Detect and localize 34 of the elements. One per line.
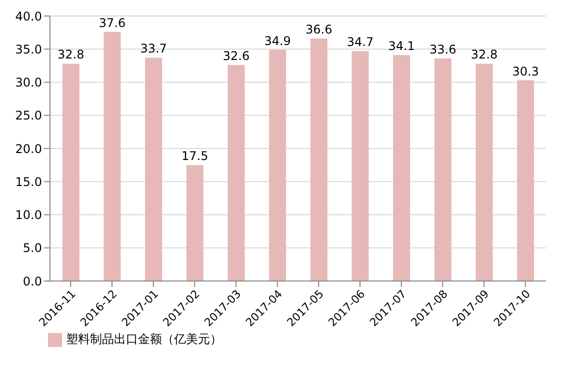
data-label: 34.9 (264, 34, 291, 48)
data-label: 32.8 (58, 48, 84, 62)
data-label: 34.7 (346, 35, 374, 50)
bar (476, 64, 493, 281)
data-label: 32.8 (470, 48, 498, 62)
bar (62, 64, 80, 281)
bar (517, 80, 534, 281)
y-tick-label: 5.0 (22, 241, 42, 256)
bar (434, 58, 452, 281)
data-label: 34.1 (388, 39, 415, 54)
y-tick-label: 25.0 (15, 108, 42, 123)
bar (104, 32, 121, 281)
bar (352, 51, 369, 281)
data-label: 33.7 (140, 42, 167, 56)
y-tick-label: 35.0 (15, 42, 42, 56)
y-tick-label: 20.0 (15, 142, 42, 156)
y-tick-label: 10.0 (15, 208, 42, 222)
y-tick-label: 40.0 (15, 9, 42, 24)
data-label: 36.6 (306, 22, 332, 37)
y-tick-label: 30.0 (15, 76, 42, 90)
data-label: 30.3 (512, 64, 539, 78)
data-label: 37.6 (98, 16, 126, 30)
bar (145, 58, 162, 281)
data-label: 32.6 (222, 49, 250, 64)
y-tick-label: 15.0 (15, 174, 42, 189)
y-tick-label: 0.0 (22, 274, 42, 288)
bar (310, 38, 328, 281)
bar (393, 55, 410, 281)
bar (186, 165, 204, 281)
data-label: 33.6 (430, 42, 456, 56)
data-label: 17.5 (182, 149, 208, 164)
bar (228, 65, 245, 281)
bar (269, 50, 286, 281)
legend-label: 塑料制品出口金额（亿美元） (66, 332, 222, 346)
